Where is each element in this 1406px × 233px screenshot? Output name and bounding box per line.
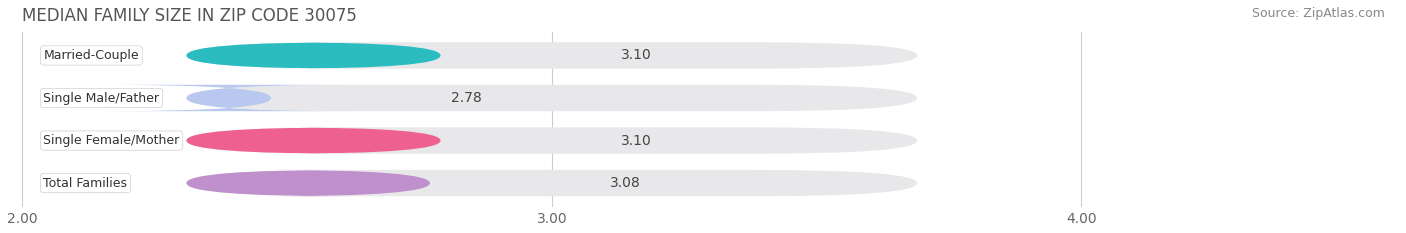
Text: Source: ZipAtlas.com: Source: ZipAtlas.com (1251, 7, 1385, 20)
FancyBboxPatch shape (187, 42, 917, 69)
FancyBboxPatch shape (107, 85, 350, 111)
FancyBboxPatch shape (187, 127, 440, 154)
Text: Total Families: Total Families (44, 177, 128, 190)
FancyBboxPatch shape (187, 170, 917, 196)
Text: Single Male/Father: Single Male/Father (44, 92, 159, 105)
Text: 2.78: 2.78 (451, 91, 482, 105)
Text: MEDIAN FAMILY SIZE IN ZIP CODE 30075: MEDIAN FAMILY SIZE IN ZIP CODE 30075 (22, 7, 357, 25)
Text: Married-Couple: Married-Couple (44, 49, 139, 62)
FancyBboxPatch shape (187, 170, 430, 196)
Text: 3.08: 3.08 (610, 176, 641, 190)
FancyBboxPatch shape (187, 42, 440, 69)
FancyBboxPatch shape (187, 85, 917, 111)
FancyBboxPatch shape (187, 127, 917, 154)
Text: Single Female/Mother: Single Female/Mother (44, 134, 180, 147)
Text: 3.10: 3.10 (620, 134, 651, 147)
Text: 3.10: 3.10 (620, 48, 651, 62)
